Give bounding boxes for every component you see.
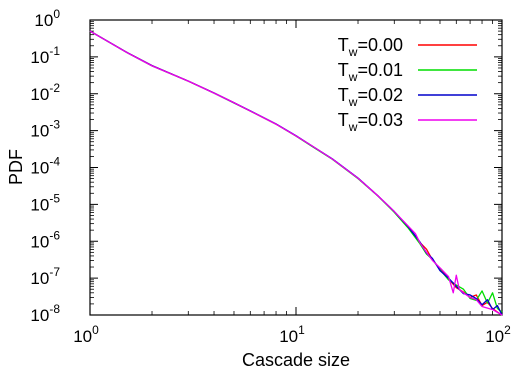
y-tick-label-base: 10 — [34, 11, 53, 30]
legend-label-3: Tw=0.03 — [338, 110, 403, 134]
y-tick-label: 10-6 — [30, 228, 60, 251]
x-tick-label-base: 10 — [279, 327, 298, 346]
y-tick-label: 10-3 — [30, 118, 60, 141]
y-tick-label: 10-4 — [30, 155, 60, 178]
x-tick-label-exp: 0 — [92, 323, 99, 337]
legend-label-rest: =0.00 — [357, 35, 403, 55]
legend-label-main: T — [338, 35, 349, 55]
y-tick-label-base: 10 — [30, 306, 49, 325]
y-tick-label: 100 — [34, 7, 60, 30]
y-tick-label: 10-7 — [30, 265, 60, 288]
series-line-2 — [89, 30, 503, 316]
series-line-0 — [89, 30, 503, 316]
legend-label-main: T — [338, 60, 349, 80]
y-tick-label-exp: -3 — [49, 118, 60, 132]
x-axis-title: Cascade size — [242, 350, 350, 370]
series-line-3 — [89, 30, 503, 316]
y-tick-label-base: 10 — [30, 122, 49, 141]
y-tick-label-exp: -1 — [49, 44, 60, 58]
x-tick-label-exp: 2 — [504, 323, 511, 337]
x-tick-label: 101 — [279, 323, 305, 346]
y-tick-label-base: 10 — [30, 232, 49, 251]
y-tick-label-exp: -4 — [49, 155, 60, 169]
y-tick-label-base: 10 — [30, 159, 49, 178]
legend-label-rest: =0.01 — [357, 60, 403, 80]
y-tick-label-exp: -6 — [49, 228, 60, 242]
legend-label-main: T — [338, 85, 349, 105]
x-tick-label: 102 — [485, 323, 511, 346]
legend-label-sub: w — [348, 70, 358, 84]
legend-label-main: T — [338, 110, 349, 130]
y-tick-label-base: 10 — [30, 269, 49, 288]
series-lines — [89, 30, 503, 316]
legend-label-2: Tw=0.02 — [338, 85, 403, 109]
legend-label-rest: =0.02 — [357, 85, 403, 105]
legend-label-sub: w — [348, 95, 358, 109]
legend-label-sub: w — [348, 120, 358, 134]
y-tick-label-exp: -7 — [49, 265, 60, 279]
x-tick-label-base: 10 — [73, 327, 92, 346]
x-tick-label-base: 10 — [485, 327, 504, 346]
y-axis-title: PDF — [6, 149, 26, 185]
y-tick-label-base: 10 — [30, 85, 49, 104]
x-tick-label: 100 — [73, 323, 99, 346]
y-tick-label-base: 10 — [30, 195, 49, 214]
y-tick-label-exp: -5 — [49, 191, 60, 205]
y-tick-label: 10-8 — [30, 302, 60, 325]
y-tick-label-exp: -2 — [49, 81, 60, 95]
y-tick-label-exp: -8 — [49, 302, 60, 316]
y-tick-label: 10-2 — [30, 81, 60, 104]
legend-label-rest: =0.03 — [357, 110, 403, 130]
y-tick-label: 10-1 — [30, 44, 60, 67]
x-tick-label-exp: 1 — [298, 323, 305, 337]
legend-label-0: Tw=0.00 — [338, 35, 403, 59]
legend-label-1: Tw=0.01 — [338, 60, 403, 84]
y-tick-label-exp: 0 — [53, 7, 60, 21]
y-tick-label: 10-5 — [30, 191, 60, 214]
y-tick-label-base: 10 — [30, 48, 49, 67]
legend-label-sub: w — [348, 45, 358, 59]
